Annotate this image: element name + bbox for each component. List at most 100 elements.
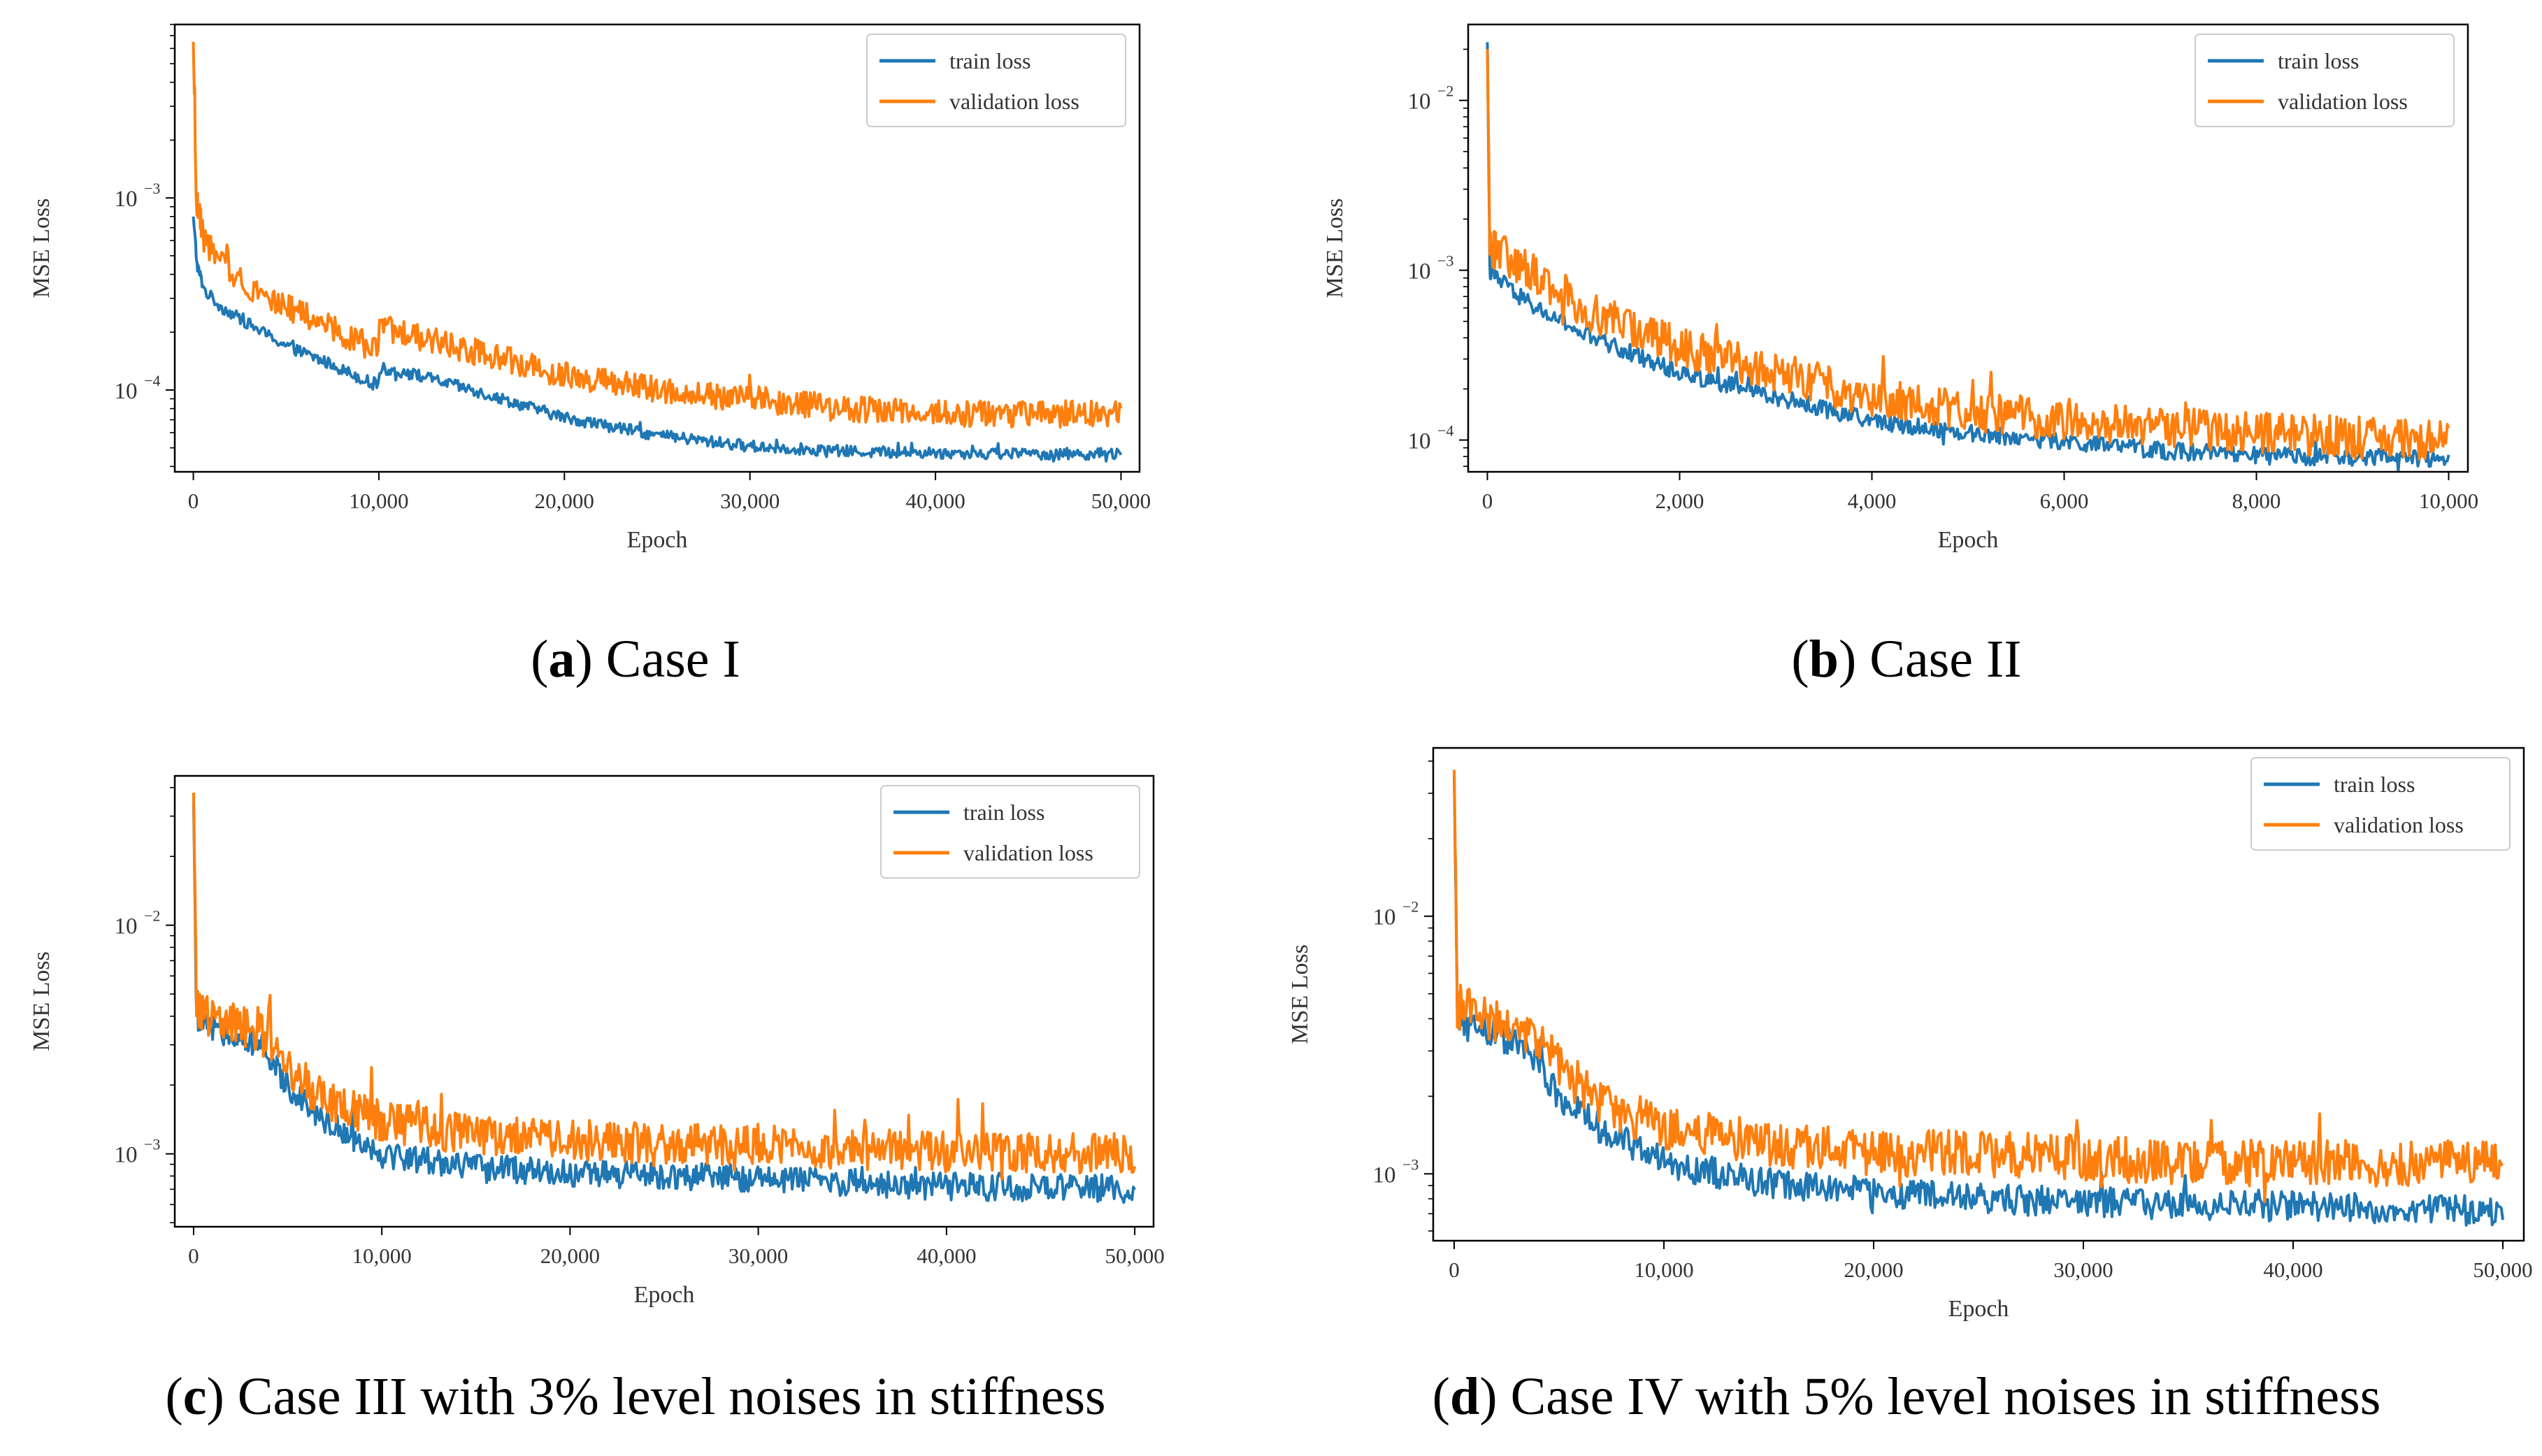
y-tick-label: 10	[115, 1143, 138, 1168]
legend: train loss validation loss	[880, 785, 1140, 879]
y-tick-exponent: −4	[1437, 422, 1453, 440]
x-tick-label: 30,000	[720, 489, 780, 513]
series-line-train	[1453, 776, 2504, 1227]
x-tick-label: 20,000	[1844, 1257, 1903, 1282]
plot-area	[192, 41, 1123, 463]
x-tick-label: 10,000	[1634, 1257, 1693, 1282]
y-axis-label: MSE Loss	[29, 951, 55, 1051]
x-tick-label: 2,000	[1656, 489, 1704, 513]
y-tick-exponent: −3	[144, 180, 160, 197]
chart-d: 0 10,000 20,000 30,000 40,000 50,000 10 −3 10 −2 E…	[1287, 747, 2533, 1322]
plot-frame	[173, 774, 1155, 1228]
x-tick-label: 30,000	[2053, 1257, 2113, 1282]
x-axis-label: Epoch	[634, 1282, 695, 1308]
caption-letter: d	[1449, 1367, 1480, 1426]
legend: train loss validation loss	[2195, 34, 2455, 127]
chart-b: 0 2,000 4,000 6,000 8,000 10,000 10 −4 10 −3 10 −2 E…	[1322, 23, 2478, 553]
x-tick-label: 40,000	[2263, 1257, 2322, 1282]
chart-panel-d: 0 10,000 20,000 30,000 40,000 50,000 10 −3 10 −2 E…	[1271, 730, 2542, 1456]
legend-box	[866, 34, 1126, 127]
x-tick-label: 40,000	[905, 489, 965, 513]
y-axis-label: MSE Loss	[29, 199, 55, 298]
x-tick-label: 0	[188, 1244, 199, 1268]
legend-box	[2250, 757, 2511, 851]
x-axis-label: Epoch	[1948, 1296, 2009, 1322]
legend: train loss validation loss	[866, 34, 1126, 127]
x-tick-label: 6,000	[2040, 489, 2089, 513]
series-line-validation	[1453, 770, 2504, 1204]
caption-d: (d) Case IV with 5% level noises in stif…	[1432, 1367, 2381, 1426]
caption-a: (a) Case I	[531, 630, 740, 689]
y-axis-label: MSE Loss	[1322, 199, 1348, 298]
x-axis-label: Epoch	[627, 527, 688, 553]
x-tick-label: 50,000	[2473, 1257, 2532, 1282]
caption-letter: c	[182, 1367, 207, 1426]
y-tick-label: 10	[115, 187, 138, 212]
x-tick-label: 0	[1449, 1257, 1460, 1282]
x-axis-label: Epoch	[1938, 527, 1999, 553]
y-tick-label: 10	[1373, 1162, 1396, 1188]
caption-text: Case IV with 5% level noises in stiffnes…	[1497, 1367, 2381, 1426]
x-tick-label: 50,000	[1105, 1244, 1164, 1268]
chart-panel-a: 0 10,000 20,000 30,000 40,000 50,000 10 −4 10 −3 E…	[0, 0, 1271, 720]
plot-frame	[1467, 23, 2469, 473]
x-tick-label: 10,000	[352, 1244, 412, 1268]
legend-label-validation: validation loss	[2334, 812, 2464, 837]
y-tick-label: 10	[115, 379, 138, 404]
y-tick-exponent: −3	[1402, 1155, 1419, 1173]
chart-a: 0 10,000 20,000 30,000 40,000 50,000 10 −4 10 −3 E…	[29, 23, 1151, 553]
x-tick-label: 20,000	[540, 1244, 600, 1268]
y-tick-exponent: −3	[1437, 252, 1453, 270]
y-tick-label: 10	[1408, 259, 1431, 284]
y-tick-exponent: −2	[1402, 898, 1419, 916]
x-tick-label: 0	[188, 489, 199, 513]
plot-area	[1453, 770, 2504, 1227]
y-tick-exponent: −3	[144, 1136, 160, 1153]
caption-letter: a	[548, 630, 575, 689]
x-tick-label: 50,000	[1091, 489, 1151, 513]
caption-text: Case II	[1856, 630, 2022, 689]
plot-frame	[1432, 747, 2525, 1242]
x-tick-label: 8,000	[2232, 489, 2281, 513]
chart-panel-b: 0 2,000 4,000 6,000 8,000 10,000 10 −4 10 −3 10 −2 E…	[1271, 0, 2542, 720]
series-line-validation	[192, 41, 1123, 429]
legend-label-validation: validation loss	[949, 89, 1079, 114]
legend-label-train: train loss	[949, 48, 1031, 73]
x-tick-label: 30,000	[728, 1244, 788, 1268]
caption-letter: b	[1809, 630, 1839, 689]
series-line-train	[192, 800, 1136, 1204]
y-tick-exponent: −2	[1437, 82, 1453, 100]
legend-label-validation: validation loss	[963, 840, 1093, 865]
chart-c: 0 10,000 20,000 30,000 40,000 50,000 10 −3 10 −2 E…	[29, 774, 1165, 1308]
x-tick-label: 4,000	[1848, 489, 1897, 513]
x-tick-label: 10,000	[349, 489, 408, 513]
legend: train loss validation loss	[2250, 757, 2511, 851]
x-tick-label: 20,000	[535, 489, 594, 513]
legend-box	[880, 785, 1140, 879]
x-tick-label: 0	[1482, 489, 1493, 513]
y-tick-exponent: −4	[144, 372, 160, 389]
plot-frame	[173, 23, 1141, 473]
caption-c: (c) Case III with 3% level noises in sti…	[165, 1367, 1106, 1426]
series-line-validation	[1486, 49, 2450, 461]
y-tick-label: 10	[1408, 429, 1431, 454]
plot-area	[192, 792, 1137, 1204]
x-tick-label: 40,000	[917, 1244, 976, 1268]
series-line-validation	[192, 792, 1137, 1181]
y-tick-label: 10	[1408, 89, 1431, 115]
y-axis-label: MSE Loss	[1287, 944, 1313, 1044]
series-line-train	[1486, 42, 2450, 472]
caption-b: (b) Case II	[1791, 630, 2022, 689]
x-tick-label: 10,000	[2419, 489, 2478, 513]
series-line-train	[192, 216, 1123, 463]
plot-area	[1486, 42, 2450, 472]
caption-text: Case III with 3% level noises in stiffne…	[224, 1367, 1106, 1426]
chart-panel-c: 0 10,000 20,000 30,000 40,000 50,000 10 −3 10 −2 E…	[0, 730, 1271, 1456]
caption-text: Case I	[592, 630, 740, 689]
legend-label-train: train loss	[963, 800, 1044, 825]
legend-label-train: train loss	[2334, 772, 2415, 797]
y-tick-exponent: −2	[144, 907, 160, 925]
legend-label-train: train loss	[2278, 48, 2359, 73]
legend-label-validation: validation loss	[2278, 89, 2408, 114]
y-tick-label: 10	[1373, 905, 1396, 930]
